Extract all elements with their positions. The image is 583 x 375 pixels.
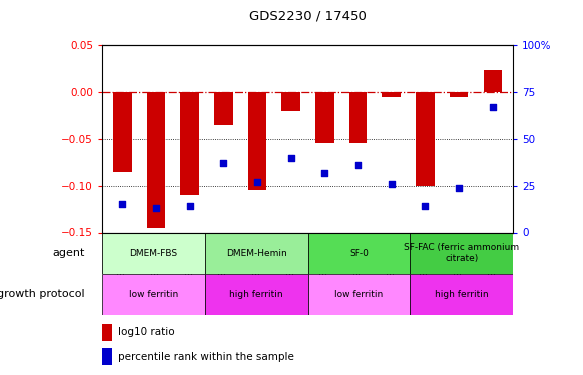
Text: percentile rank within the sample: percentile rank within the sample: [118, 352, 294, 362]
Text: GDS2230 / 17450: GDS2230 / 17450: [248, 9, 367, 22]
Bar: [273, 232, 308, 274]
Bar: [205, 274, 308, 315]
Point: [319, 170, 329, 176]
Bar: [410, 232, 445, 274]
Bar: [416, 92, 435, 186]
Bar: [170, 232, 205, 274]
Text: growth protocol: growth protocol: [0, 290, 85, 299]
Text: DMEM-FBS: DMEM-FBS: [129, 249, 177, 258]
Point: [353, 162, 363, 168]
Bar: [308, 232, 342, 274]
Point: [185, 203, 194, 209]
Bar: [410, 274, 513, 315]
Point: [286, 154, 296, 160]
Text: high ferritin: high ferritin: [435, 290, 489, 299]
Bar: [205, 232, 308, 274]
Point: [421, 203, 430, 209]
Point: [219, 160, 228, 166]
Point: [488, 104, 497, 110]
Text: agent: agent: [52, 248, 85, 258]
Bar: [113, 92, 132, 172]
Point: [455, 184, 464, 190]
Text: low ferritin: low ferritin: [334, 290, 384, 299]
Bar: [102, 274, 205, 315]
Bar: [147, 92, 165, 228]
Bar: [180, 92, 199, 195]
Text: SF-FAC (ferric ammonium
citrate): SF-FAC (ferric ammonium citrate): [404, 243, 519, 263]
Text: high ferritin: high ferritin: [229, 290, 283, 299]
Bar: [282, 92, 300, 111]
Bar: [445, 232, 479, 274]
Bar: [483, 70, 502, 92]
Bar: [102, 232, 205, 274]
Point: [252, 179, 262, 185]
Bar: [239, 232, 273, 274]
Text: SF-0: SF-0: [349, 249, 369, 258]
Bar: [376, 232, 410, 274]
Bar: [214, 92, 233, 124]
Bar: [205, 232, 239, 274]
Bar: [342, 232, 376, 274]
Bar: [479, 232, 513, 274]
Bar: [102, 348, 113, 365]
Point: [118, 201, 127, 207]
Bar: [308, 232, 410, 274]
Bar: [410, 232, 513, 274]
Bar: [315, 92, 333, 144]
Bar: [308, 274, 410, 315]
Bar: [102, 232, 136, 274]
Bar: [248, 92, 266, 190]
Bar: [450, 92, 468, 97]
Bar: [382, 92, 401, 97]
Text: log10 ratio: log10 ratio: [118, 327, 175, 338]
Bar: [136, 232, 170, 274]
Point: [387, 181, 396, 187]
Text: DMEM-Hemin: DMEM-Hemin: [226, 249, 286, 258]
Point: [151, 205, 160, 211]
Bar: [349, 92, 367, 144]
Text: low ferritin: low ferritin: [129, 290, 178, 299]
Bar: [102, 324, 113, 340]
